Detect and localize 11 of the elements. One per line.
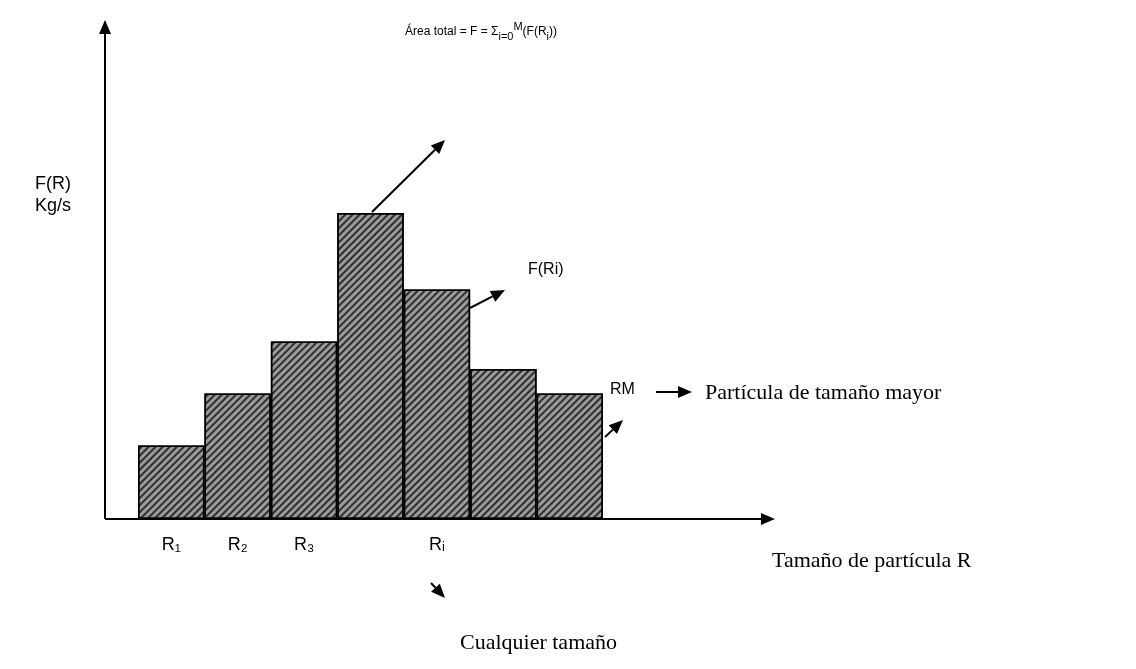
text: Área total = F = Σi=0M(F(Ri)) — [405, 19, 558, 42]
text: Tamaño de partícula R — [772, 546, 972, 572]
x-tick-label: R₂ — [227, 534, 248, 554]
annotation: F(Ri) — [528, 259, 564, 277]
text: Partícula de tamaño mayor — [705, 378, 943, 404]
text: RM — [610, 379, 635, 397]
x-tick-label: Rᵢ — [429, 534, 445, 554]
text: Cualquier tamaño — [460, 628, 618, 654]
x-tick-label: R₁ — [161, 534, 181, 554]
y-axis-title: F(R) Kg/s — [35, 173, 72, 215]
x-tick-label: R₃ — [293, 534, 315, 554]
